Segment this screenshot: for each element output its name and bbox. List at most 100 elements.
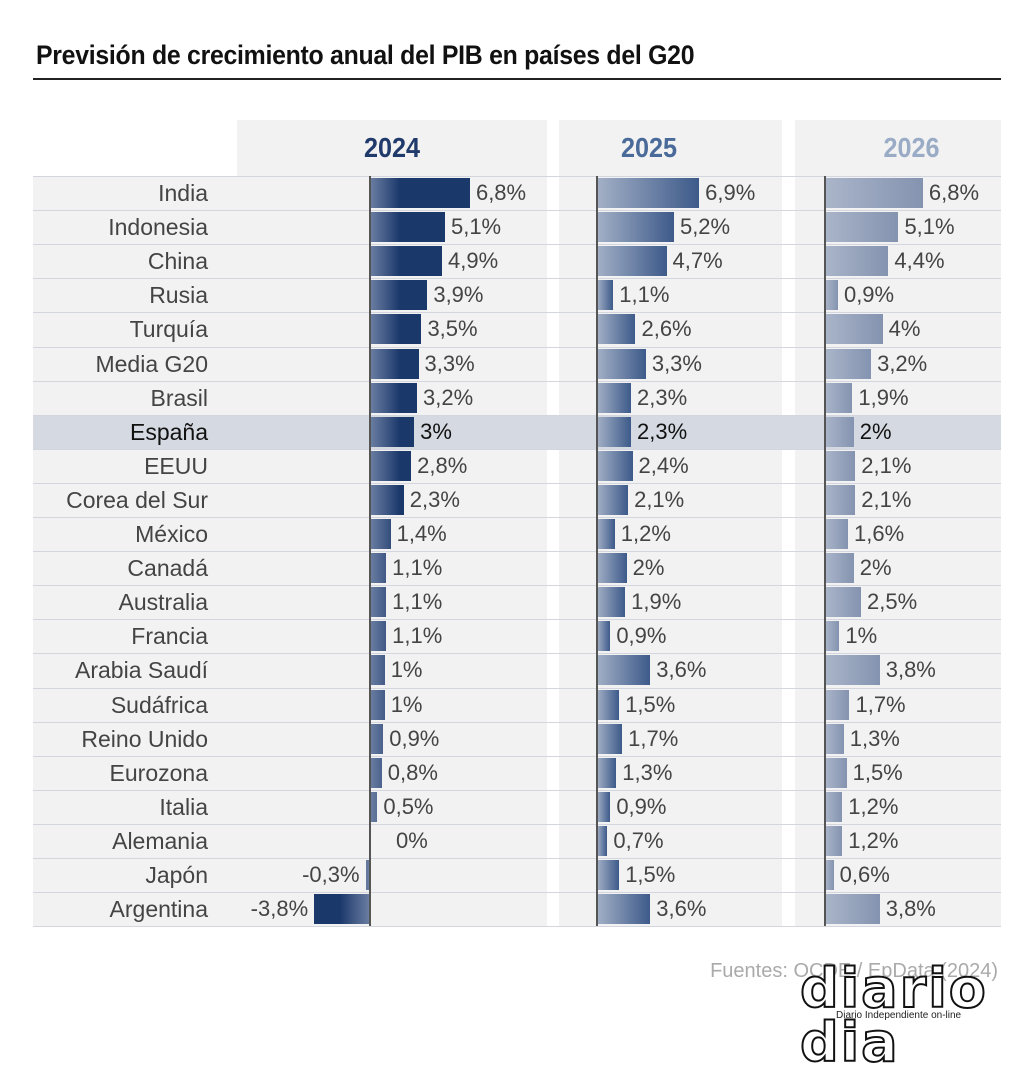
bar-2024 bbox=[370, 178, 470, 208]
bar-2026 bbox=[825, 382, 853, 413]
value-label-2025: 4,7% bbox=[672, 248, 723, 274]
bar-2024 bbox=[370, 212, 445, 243]
value-label-2025: 1,3% bbox=[622, 759, 673, 785]
value-label-2025: 3,6% bbox=[656, 896, 707, 922]
country-label: Brasil bbox=[150, 384, 208, 411]
row-divider bbox=[33, 721, 1001, 723]
value-label-2026: 1,9% bbox=[858, 384, 909, 410]
bar-2025 bbox=[597, 280, 614, 311]
bar-2025 bbox=[597, 825, 608, 856]
row-divider bbox=[33, 210, 1001, 212]
country-label: Turquía bbox=[129, 316, 208, 343]
title-rule bbox=[33, 78, 1001, 80]
value-label-2024: -3,8% bbox=[250, 896, 309, 922]
label-column-background bbox=[33, 176, 237, 926]
value-label-2024: 6,8% bbox=[475, 180, 527, 205]
row-divider bbox=[33, 823, 1001, 825]
bar-2026 bbox=[825, 314, 883, 345]
value-label-2026: 0,6% bbox=[839, 862, 890, 887]
value-label-2024: 1% bbox=[390, 657, 423, 683]
bar-2025 bbox=[597, 621, 611, 652]
bar-2026 bbox=[825, 519, 849, 549]
value-label-2025: 3,3% bbox=[651, 350, 702, 376]
value-label-2026: 3,8% bbox=[885, 657, 936, 683]
bar-2025 bbox=[597, 757, 617, 788]
value-label-2026: 4% bbox=[888, 316, 921, 342]
bar-2026 bbox=[825, 348, 872, 379]
bar-2026 bbox=[825, 757, 847, 788]
country-label: Media G20 bbox=[95, 350, 208, 377]
bar-2026 bbox=[825, 791, 843, 822]
bar-2024 bbox=[370, 519, 391, 549]
bar-2024 bbox=[370, 587, 387, 618]
value-label-2025: 1,9% bbox=[631, 589, 682, 615]
bar-2025 bbox=[597, 553, 627, 584]
country-label: Indonesia bbox=[108, 214, 208, 241]
row-divider bbox=[33, 789, 1001, 791]
row-divider bbox=[33, 176, 1001, 177]
bar-2026 bbox=[825, 416, 854, 447]
value-label-2024: 3,3% bbox=[424, 350, 475, 376]
bar-2025 bbox=[597, 587, 626, 618]
value-label-2026: 1,2% bbox=[848, 827, 899, 853]
row-divider bbox=[33, 244, 1001, 246]
value-label-2026: 3,8% bbox=[885, 896, 936, 922]
year-header-2025: 2025 bbox=[620, 132, 678, 163]
bar-2024 bbox=[370, 791, 378, 822]
row-divider bbox=[33, 653, 1001, 655]
bar-2025 bbox=[597, 178, 700, 208]
value-label-2025: 2,3% bbox=[637, 384, 688, 410]
bar-2026 bbox=[825, 587, 861, 618]
year-header-2026: 2026 bbox=[883, 132, 940, 163]
value-label-2026: 2,1% bbox=[861, 486, 912, 512]
bar-2026 bbox=[825, 484, 856, 515]
bar-2025 bbox=[597, 212, 674, 243]
row-divider bbox=[33, 448, 1001, 450]
value-label-2025: 2,6% bbox=[641, 316, 692, 342]
bar-2024 bbox=[370, 655, 385, 686]
bar-2026 bbox=[825, 553, 854, 584]
row-divider bbox=[33, 517, 1001, 518]
source-note: Fuentes: OCDE / EpData (2024) bbox=[710, 960, 998, 982]
country-label: Eurozona bbox=[109, 759, 208, 786]
value-label-2024: 1,1% bbox=[392, 623, 443, 649]
bar-2025 bbox=[597, 314, 636, 345]
value-label-2024: 3,5% bbox=[427, 316, 478, 342]
bar-2025 bbox=[597, 348, 646, 379]
value-label-2025: 6,9% bbox=[705, 180, 756, 205]
value-label-2026: 2% bbox=[859, 555, 892, 581]
bar-2025 bbox=[597, 894, 651, 925]
value-label-2026: 6,8% bbox=[928, 180, 980, 205]
bar-2025 bbox=[597, 450, 633, 481]
bar-2025 bbox=[597, 382, 632, 413]
row-divider bbox=[33, 585, 1001, 587]
bar-2025 bbox=[597, 519, 615, 549]
value-label-2026: 1% bbox=[845, 623, 878, 649]
bar-2024 bbox=[370, 689, 385, 720]
value-label-2026: 1,5% bbox=[852, 759, 903, 785]
value-label-2024: 0,8% bbox=[387, 759, 438, 785]
value-label-2024: 0% bbox=[396, 827, 428, 853]
bar-2026 bbox=[825, 621, 840, 652]
bar-2025 bbox=[597, 689, 620, 720]
value-label-2025: 2,1% bbox=[634, 486, 685, 512]
value-label-2025: 2,3% bbox=[637, 418, 688, 444]
value-label-2025: 1,5% bbox=[625, 691, 676, 717]
bar-2026 bbox=[825, 212, 899, 243]
bar-2026 bbox=[825, 280, 838, 311]
bar-2024 bbox=[370, 621, 387, 652]
value-label-2025: 3,6% bbox=[656, 657, 707, 683]
value-label-2025: 0,9% bbox=[616, 623, 667, 649]
value-label-2026: 5,1% bbox=[904, 214, 955, 240]
value-label-2024: 0,5% bbox=[383, 793, 434, 819]
chart-title: Previsión de crecimiento anual del PIB e… bbox=[36, 40, 695, 70]
year-header-2024: 2024 bbox=[363, 132, 421, 163]
value-label-2024: 1,1% bbox=[392, 555, 443, 581]
bar-2024 bbox=[370, 382, 418, 413]
value-label-2025: 0,7% bbox=[613, 827, 664, 853]
zero-line-2026 bbox=[824, 176, 826, 926]
value-label-2025: 1,1% bbox=[619, 282, 670, 308]
bar-2024 bbox=[370, 280, 428, 311]
value-label-2025: 0,9% bbox=[616, 793, 667, 819]
row-divider bbox=[33, 687, 1001, 689]
